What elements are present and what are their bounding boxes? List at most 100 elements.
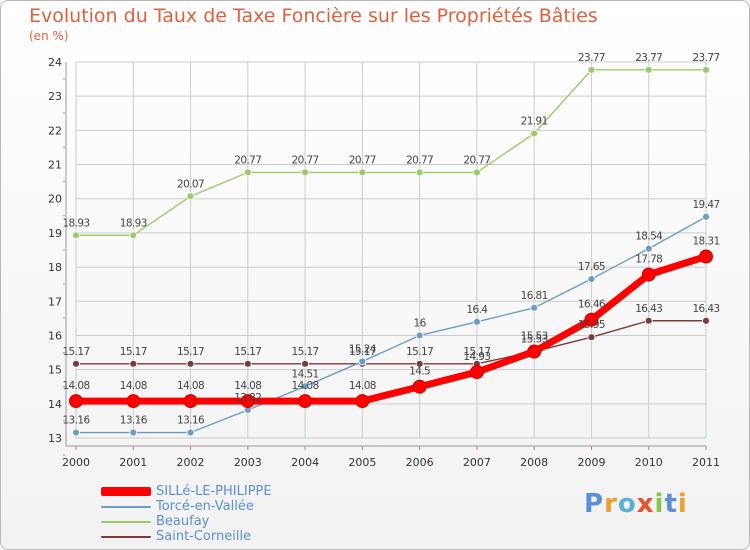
data-point-sille xyxy=(126,394,141,409)
y-tick-label: 15 xyxy=(48,364,62,377)
x-tick-label: 2003 xyxy=(234,456,262,469)
data-label-saint: 16.43 xyxy=(635,303,662,315)
legend-label-torce: Torcé-en-Vallée xyxy=(156,499,254,514)
legend-swatch-beaufay xyxy=(101,521,151,523)
data-point-beaufay xyxy=(358,168,367,177)
data-label-sille: 14.08 xyxy=(62,380,89,392)
data-point-saint xyxy=(72,359,80,368)
data-label-torce: 19.47 xyxy=(692,199,719,211)
chart-subtitle: (en %) xyxy=(29,29,69,43)
data-label-sille: 14.08 xyxy=(234,380,261,392)
data-point-torce xyxy=(72,428,80,437)
x-tick-label: 2008 xyxy=(520,456,548,469)
data-label-beaufay: 21.91 xyxy=(521,115,548,127)
logo-letter: i xyxy=(654,489,665,519)
data-point-beaufay xyxy=(644,65,653,74)
series-line-torce xyxy=(75,216,707,434)
data-label-torce: 16 xyxy=(414,317,427,329)
data-point-torce xyxy=(473,317,481,326)
data-point-saint xyxy=(129,359,138,368)
data-label-saint: 15.95 xyxy=(578,319,605,331)
data-label-torce: 13.82 xyxy=(234,392,261,404)
data-label-sille: 17.78 xyxy=(635,254,662,266)
x-tick-label: 2004 xyxy=(291,456,319,469)
y-tick-label: 13 xyxy=(48,432,62,445)
data-point-torce xyxy=(186,428,195,437)
legend-swatch-sille xyxy=(101,487,151,496)
data-point-saint xyxy=(301,359,309,368)
data-point-sille xyxy=(469,365,484,380)
x-tick-label: 2000 xyxy=(62,456,90,469)
data-label-beaufay: 20.77 xyxy=(406,154,433,166)
data-point-sille xyxy=(298,394,313,409)
data-label-saint: 15.17 xyxy=(292,346,319,358)
data-label-torce: 13.16 xyxy=(62,415,90,427)
data-label-sille: 14.08 xyxy=(349,380,376,392)
y-tick-label: 23 xyxy=(48,90,62,103)
x-tick-label: 2011 xyxy=(692,456,720,469)
data-label-torce: 17.65 xyxy=(578,261,605,273)
data-label-torce: 16.81 xyxy=(521,290,548,302)
data-point-saint xyxy=(243,359,252,368)
y-tick-label: 22 xyxy=(48,124,62,137)
data-point-sille xyxy=(584,312,599,327)
legend-swatch-saint xyxy=(101,536,151,538)
data-label-torce: 13.16 xyxy=(120,415,148,427)
data-point-sille xyxy=(699,249,713,264)
x-tick-label: 2006 xyxy=(406,456,434,469)
data-point-beaufay xyxy=(473,168,481,177)
data-point-sille xyxy=(355,394,370,409)
data-point-beaufay xyxy=(587,65,596,74)
data-label-beaufay: 20.77 xyxy=(292,154,319,166)
data-label-saint: 15.17 xyxy=(62,346,89,358)
y-tick-label: 24 xyxy=(48,56,62,69)
x-tick-label: 2009 xyxy=(577,456,605,469)
proxiti-logo: Proxiti xyxy=(584,489,688,519)
data-label-beaufay: 18.93 xyxy=(120,217,147,229)
data-point-beaufay xyxy=(530,129,539,138)
data-point-torce xyxy=(702,212,710,221)
x-tick-label: 2002 xyxy=(177,456,205,469)
legend-label-beaufay: Beaufay xyxy=(156,514,210,529)
logo-letter: i xyxy=(677,489,688,519)
legend-label-saint: Saint-Corneille xyxy=(156,529,252,544)
data-point-saint xyxy=(587,333,596,342)
y-tick-label: 19 xyxy=(48,227,62,240)
data-label-beaufay: 23.77 xyxy=(692,52,719,64)
logo-letter: o xyxy=(617,489,637,519)
data-point-sille xyxy=(69,394,83,409)
data-label-sille: 14.5 xyxy=(409,366,430,378)
data-label-saint: 15.17 xyxy=(177,346,204,358)
data-point-sille xyxy=(240,394,255,409)
logo-letter: r xyxy=(604,489,618,519)
data-label-beaufay: 20.07 xyxy=(177,178,204,190)
data-label-sille: 14.08 xyxy=(120,380,147,392)
data-point-beaufay xyxy=(186,192,195,201)
y-tick-label: 20 xyxy=(48,193,62,206)
data-label-sille: 18.31 xyxy=(692,235,719,247)
legend-swatch-torce xyxy=(101,506,151,508)
data-label-sille: 14.08 xyxy=(177,380,204,392)
data-label-torce: 18.54 xyxy=(635,231,663,243)
data-label-saint: 15.17 xyxy=(463,346,490,358)
logo-letter: P xyxy=(584,489,605,519)
series-line-beaufay xyxy=(75,69,707,237)
data-point-torce xyxy=(301,382,309,391)
data-label-beaufay: 20.77 xyxy=(234,154,261,166)
data-label-saint: 15.53 xyxy=(521,334,548,346)
data-point-beaufay xyxy=(702,65,710,74)
data-point-torce xyxy=(644,244,653,253)
data-label-saint: 15.17 xyxy=(120,346,147,358)
x-tick-label: 2007 xyxy=(463,456,491,469)
data-point-sille xyxy=(412,379,427,394)
logo-letter: t xyxy=(664,489,678,519)
series-line-saint xyxy=(75,320,707,365)
data-label-sille: 14.93 xyxy=(463,351,490,363)
data-point-sille xyxy=(641,267,656,282)
data-label-beaufay: 23.77 xyxy=(635,52,662,64)
data-label-beaufay: 20.77 xyxy=(463,154,490,166)
data-point-torce xyxy=(587,275,596,283)
data-label-saint: 15.17 xyxy=(406,346,433,358)
x-tick-label: 2001 xyxy=(119,456,147,469)
